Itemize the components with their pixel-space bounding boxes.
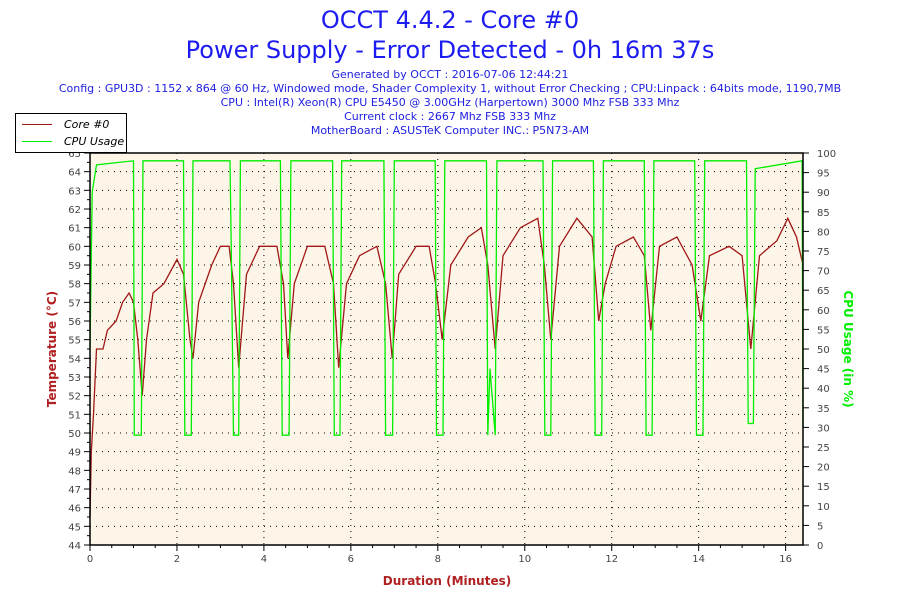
- x-tick-label: 10: [518, 554, 531, 565]
- legend-swatch-core0: [22, 123, 52, 125]
- y2-tick-label: 0: [817, 541, 823, 552]
- y-tick-label: 54: [68, 354, 81, 365]
- legend-item-core0: Core #0: [22, 117, 109, 131]
- y2-tick-label: 95: [817, 169, 830, 180]
- y-axis-label: Temperature (°C): [45, 291, 59, 407]
- legend-label-core0: Core #0: [64, 117, 110, 131]
- y2-tick-label: 55: [817, 325, 830, 336]
- series-line-cpu-usage: [89, 160, 804, 436]
- y-tick-label: 49: [68, 448, 81, 459]
- y2-tick-label: 30: [817, 423, 830, 434]
- y2-tick-label: 35: [817, 404, 830, 415]
- y2-tick-label: 100: [817, 149, 836, 160]
- y-tick-label: 55: [68, 336, 81, 347]
- x-tick-label: 2: [174, 554, 180, 565]
- x-tick-label: 0: [87, 554, 93, 565]
- x-axis-label: Duration (Minutes): [383, 574, 511, 588]
- y2-axis-label: CPU Usage (in %): [841, 290, 855, 407]
- y2-tick-label: 45: [817, 365, 830, 376]
- y-tick-label: 47: [68, 485, 81, 496]
- y-tick-label: 56: [68, 317, 81, 328]
- legend-swatch-cpu-usage: [22, 140, 52, 142]
- y-tick-label: 53: [68, 373, 81, 384]
- y-tick-label: 51: [68, 410, 81, 421]
- y2-tick-label: 75: [817, 247, 830, 258]
- y-tick-label: 64: [68, 168, 81, 179]
- y2-tick-label: 90: [817, 188, 830, 199]
- series-line-core0: [89, 216, 804, 518]
- y-tick-label: 61: [68, 224, 81, 235]
- info-motherboard: MotherBoard : ASUSTeK Computer INC.: P5N…: [310, 124, 590, 137]
- info-clock: Current clock : 2667 Mhz FSB 333 Mhz: [344, 110, 556, 123]
- chart-title: OCCT 4.4.2 - Core #0: [320, 6, 580, 34]
- y-tick-label: 60: [68, 242, 81, 253]
- info-generated: Generated by OCCT : 2016-07-06 12:44:21: [331, 68, 569, 81]
- info-config: Config : GPU3D : 1152 x 864 @ 60 Hz, Win…: [58, 82, 842, 95]
- y-tick-label: 65: [68, 149, 81, 160]
- legend-label-cpu-usage: CPU Usage: [64, 134, 125, 148]
- y-tick-label: 46: [68, 504, 81, 515]
- x-tick-label: 14: [692, 554, 705, 565]
- y-tick-label: 48: [68, 466, 81, 477]
- info-cpu: CPU : Intel(R) Xeon(R) CPU E5450 @ 3.00G…: [220, 96, 680, 109]
- y2-tick-label: 15: [817, 482, 830, 493]
- x-tick-label: 6: [348, 554, 354, 565]
- y2-tick-label: 85: [817, 208, 830, 219]
- y-tick-label: 59: [68, 261, 81, 272]
- y2-tick-label: 25: [817, 443, 830, 454]
- y2-tick-label: 10: [817, 502, 830, 513]
- plot-area: [90, 153, 803, 545]
- y2-tick-label: 5: [817, 521, 823, 532]
- x-tick-label: 12: [605, 554, 618, 565]
- chart-subtitle: Power Supply - Error Detected - 0h 16m 3…: [185, 36, 715, 64]
- y-tick-label: 50: [68, 429, 81, 440]
- x-tick-label: 8: [435, 554, 441, 565]
- y2-tick-label: 40: [817, 384, 830, 395]
- y2-tick-label: 70: [817, 267, 830, 278]
- x-tick-label: 16: [779, 554, 792, 565]
- plot-border: [89, 152, 804, 546]
- y2-tick-label: 80: [817, 227, 830, 238]
- y2-tick-label: 20: [817, 463, 830, 474]
- y2-tick-label: 60: [817, 306, 830, 317]
- legend-item-cpu-usage: CPU Usage: [22, 134, 124, 148]
- y-tick-label: 63: [68, 186, 81, 197]
- y-tick-label: 57: [68, 298, 81, 309]
- x-tick-label: 4: [261, 554, 267, 565]
- legend: Core #0 CPU Usage: [15, 113, 127, 153]
- y-tick-label: 45: [68, 522, 81, 533]
- system-info: Generated by OCCT : 2016-07-06 12:44:21 …: [0, 68, 900, 138]
- y-tick-label: 62: [68, 205, 81, 216]
- y-tick-label: 58: [68, 280, 81, 291]
- y-tick-label: 44: [68, 541, 81, 552]
- y-tick-label: 52: [68, 392, 81, 403]
- y2-tick-label: 65: [817, 286, 830, 297]
- y2-tick-label: 50: [817, 345, 830, 356]
